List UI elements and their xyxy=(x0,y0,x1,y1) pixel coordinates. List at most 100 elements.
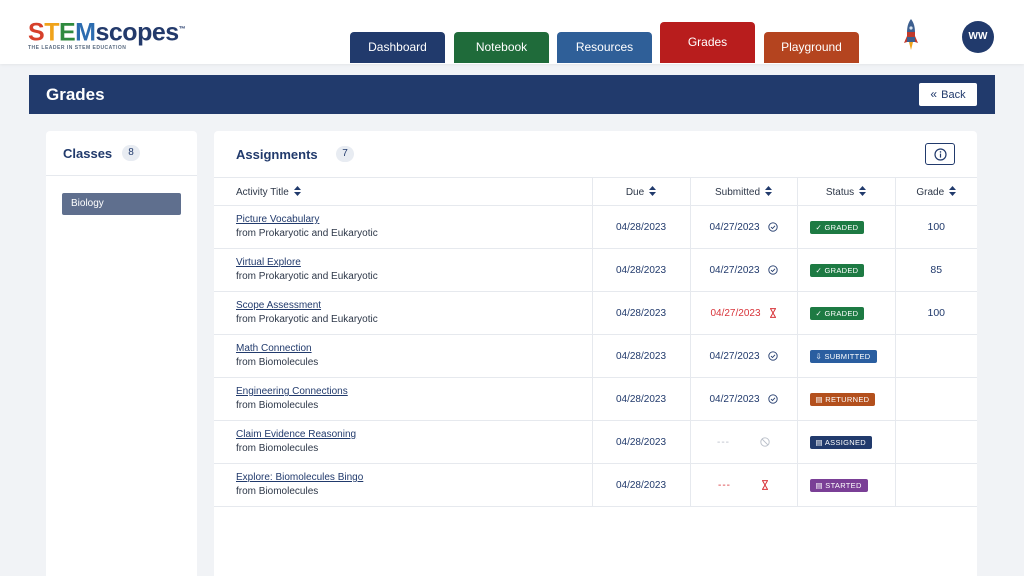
assignments-title: Assignments xyxy=(236,147,318,162)
column-header-grade[interactable]: Grade xyxy=(894,177,977,206)
table-row: Claim Evidence Reasoning from Biomolecule… xyxy=(214,420,977,464)
hourglass-icon xyxy=(769,307,776,318)
grade-value xyxy=(894,334,977,378)
top-navigation-bar: STEMscopes™ THE LEADER IN STEM EDUCATION… xyxy=(0,0,1024,64)
submitted-date: --- xyxy=(717,436,730,448)
page-title: Grades xyxy=(46,85,105,104)
column-header-due[interactable]: Due xyxy=(591,177,690,206)
activity-title-link[interactable]: Engineering Connections xyxy=(236,386,348,397)
assignments-panel: Assignments 7 Activity Title Due Submitt… xyxy=(214,131,977,576)
hourglass-icon xyxy=(762,479,768,490)
activity-source: from Biomolecules xyxy=(236,443,319,454)
grade-value xyxy=(894,377,977,421)
table-row: Virtual Explore from Prokaryotic and Euka… xyxy=(214,248,977,292)
classes-panel-header: Classes 8 xyxy=(46,131,197,176)
column-header-activity-title[interactable]: Activity Title xyxy=(214,177,592,206)
status-badge: ▤ STARTED xyxy=(809,478,868,492)
column-label: Submitted xyxy=(714,186,761,198)
class-item-biology[interactable]: Biology xyxy=(62,193,181,215)
activity-title-link[interactable]: Math Connection xyxy=(236,343,312,354)
check-circle-icon xyxy=(767,393,778,404)
table-row: Math Connection from Biomolecules 04/28/2… xyxy=(214,334,977,378)
sort-icon xyxy=(949,185,957,196)
status-badge: ⇩ SUBMITTED xyxy=(809,349,877,363)
table-row: Explore: Biomolecules Bingo from Biomolec… xyxy=(214,463,977,507)
grade-value: 85 xyxy=(894,248,977,292)
grade-value xyxy=(894,463,977,507)
submitted-date: 04/27/2023 xyxy=(709,264,760,276)
tab-resources[interactable]: Resources xyxy=(557,32,652,63)
classes-count-badge: 8 xyxy=(122,145,140,161)
table-row: Scope Assessment from Prokaryotic and Euk… xyxy=(214,291,977,335)
stemscopes-logo[interactable]: STEMscopes™ THE LEADER IN STEM EDUCATION xyxy=(28,18,186,52)
submitted-date: 04/27/2023 xyxy=(710,307,761,319)
logo-wordmark: STEMscopes™ xyxy=(28,18,186,47)
sort-icon xyxy=(649,185,657,196)
activity-title-link[interactable]: Scope Assessment xyxy=(236,300,322,311)
activity-source: from Biomolecules xyxy=(236,486,319,497)
classes-panel: Classes 8 Biology xyxy=(46,131,197,576)
due-date: 04/28/2023 xyxy=(591,463,690,507)
tab-grades[interactable]: Grades xyxy=(660,22,755,63)
activity-title-link[interactable]: Picture Vocabulary xyxy=(236,214,320,225)
column-label: Due xyxy=(625,186,645,198)
check-circle-icon xyxy=(767,350,778,361)
user-avatar[interactable]: WW xyxy=(962,21,994,53)
activity-source: from Biomolecules xyxy=(236,357,319,368)
sort-icon xyxy=(293,185,301,196)
column-label: Status xyxy=(825,186,855,198)
table-row: Engineering Connections from Biomolecules… xyxy=(214,377,977,421)
grade-value: 100 xyxy=(894,291,977,335)
due-date: 04/28/2023 xyxy=(591,377,690,421)
chevron-double-left-icon: « xyxy=(930,87,938,101)
back-button[interactable]: «Back xyxy=(919,83,977,106)
activity-source: from Prokaryotic and Eukaryotic xyxy=(236,271,378,282)
activity-title-link[interactable]: Claim Evidence Reasoning xyxy=(236,429,357,440)
due-date: 04/28/2023 xyxy=(591,291,690,335)
tab-dashboard[interactable]: Dashboard xyxy=(350,32,445,63)
due-date: 04/28/2023 xyxy=(591,205,690,249)
tab-playground[interactable]: Playground xyxy=(764,32,859,63)
grade-value: 100 xyxy=(894,205,977,249)
activity-title-link[interactable]: Virtual Explore xyxy=(236,257,301,268)
rocket-icon[interactable] xyxy=(903,18,919,52)
activity-title-link[interactable]: Explore: Biomolecules Bingo xyxy=(236,472,364,483)
due-date: 04/28/2023 xyxy=(591,334,690,378)
table-header-row: Activity Title Due Submitted Status Grad… xyxy=(214,177,977,206)
info-icon xyxy=(934,148,947,161)
back-label: Back xyxy=(941,89,966,101)
due-date: 04/28/2023 xyxy=(591,420,690,464)
submitted-date: 04/27/2023 xyxy=(709,350,760,362)
assignments-header: Assignments 7 xyxy=(214,131,977,177)
status-badge: ✓ GRADED xyxy=(809,306,865,320)
check-circle-icon xyxy=(767,221,778,232)
column-label: Grade xyxy=(916,186,945,198)
assignments-count-badge: 7 xyxy=(336,146,354,162)
sort-icon xyxy=(859,185,867,196)
status-badge: ✓ GRADED xyxy=(809,263,865,277)
activity-source: from Prokaryotic and Eukaryotic xyxy=(236,314,378,325)
grade-value xyxy=(894,420,977,464)
activity-source: from Biomolecules xyxy=(236,400,319,411)
due-date: 04/28/2023 xyxy=(591,248,690,292)
status-badge: ▤ ASSIGNED xyxy=(809,435,873,449)
tab-notebook[interactable]: Notebook xyxy=(454,32,549,63)
page-header: Grades «Back xyxy=(29,75,995,114)
column-header-status[interactable]: Status xyxy=(796,177,895,206)
activity-source: from Prokaryotic and Eukaryotic xyxy=(236,228,378,239)
assignments-table: Activity Title Due Submitted Status Grad… xyxy=(214,177,977,507)
submitted-date: 04/27/2023 xyxy=(709,393,760,405)
submitted-date: 04/27/2023 xyxy=(709,221,760,233)
column-header-submitted[interactable]: Submitted xyxy=(689,177,797,206)
logo-tagline: THE LEADER IN STEM EDUCATION xyxy=(28,45,127,52)
status-badge: ▤ RETURNED xyxy=(809,392,876,406)
no-entry-icon xyxy=(760,436,770,447)
info-button[interactable] xyxy=(925,143,955,165)
status-badge: ✓ GRADED xyxy=(809,220,865,234)
sort-icon xyxy=(765,185,773,196)
column-label: Activity Title xyxy=(236,186,289,198)
table-row: Picture Vocabulary from Prokaryotic and E… xyxy=(214,205,977,249)
submitted-date: --- xyxy=(718,479,731,491)
classes-title: Classes xyxy=(63,146,113,161)
check-circle-icon xyxy=(767,264,778,275)
